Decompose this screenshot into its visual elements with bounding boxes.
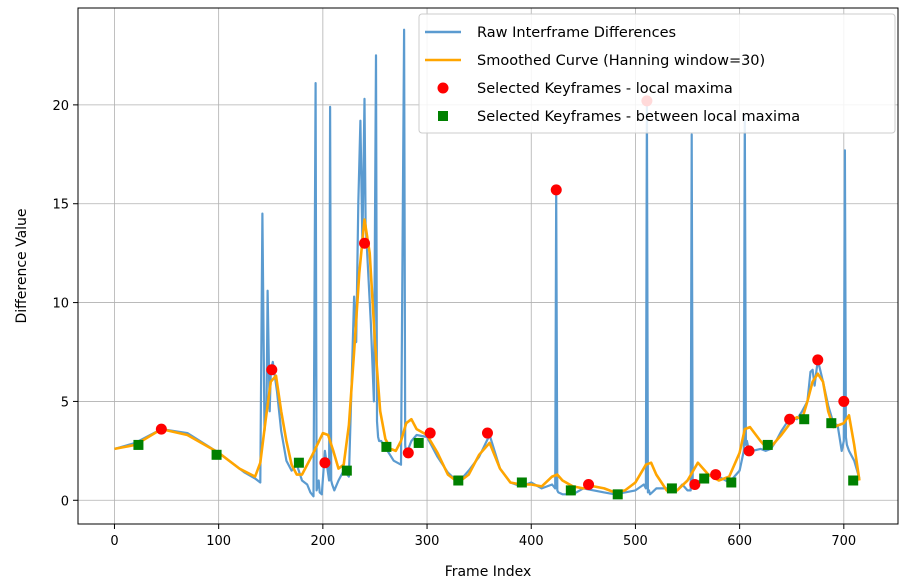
legend-label: Selected Keyframes - between local maxim… [477,109,800,125]
keyframe-between-maxima-point [133,439,144,450]
keyframe-between-maxima-point [293,457,304,468]
keyframe-between-maxima-point [413,437,424,448]
y-axis-label: Difference Value [14,208,30,323]
x-tick-label: 700 [831,534,856,549]
keyframe-between-maxima-point [612,489,623,500]
legend-box [418,13,896,134]
keyframe-between-maxima-point [826,418,837,429]
keyframe-between-maxima-point [762,439,773,450]
keyframe-local-maxima-point [689,478,701,490]
x-tick-label: 300 [415,534,440,549]
keyframe-local-maxima-point [424,427,436,439]
axes-frame [77,7,899,525]
keyframe-between-maxima-point [848,475,859,486]
keyframe-between-maxima-point [341,465,352,476]
keyframe-local-maxima-point [481,427,493,439]
ticks: 0 100 200 300 400 500 600 700 0 5 10 15 20 [52,99,856,549]
keyframe-local-maxima-point [550,184,562,196]
legend-label: Raw Interframe Differences [477,25,676,41]
keyframe-local-maxima-point [319,457,331,469]
keyframe-local-maxima-point [155,423,167,435]
y-tick-label: 20 [52,99,69,114]
keyframe-local-maxima-point [266,364,278,376]
keyframe-between-maxima-point [726,477,737,488]
legend-square-swatch [438,111,448,121]
keyframe-local-maxima-point [402,447,414,459]
keyframe-local-maxima-point [838,395,850,407]
keyframe-between-maxima-point [565,485,576,496]
keyframe-between-maxima-point [699,473,710,484]
keyframe-local-maxima-point [784,413,796,425]
plot-area [114,28,861,500]
keyframe-between-maxima-point [453,475,464,486]
keyframe-local-maxima-point [710,469,722,481]
keyframe-between-maxima-point [381,441,392,452]
keyframe-between-maxima-point [516,477,527,488]
x-tick-label: 0 [110,534,118,549]
keyframe-between-maxima-point [211,449,222,460]
legend-circle-swatch [437,82,449,94]
y-tick-label: 0 [61,494,69,509]
y-tick-label: 5 [61,395,69,410]
keyframe-between-maxima-point [799,414,810,425]
legend-label: Selected Keyframes - local maxima [477,81,733,97]
x-tick-label: 600 [727,534,752,549]
y-tick-label: 15 [52,198,69,213]
x-tick-label: 200 [310,534,335,549]
x-tick-label: 500 [623,534,648,549]
x-tick-label: 400 [519,534,544,549]
keyframe-local-maxima-point [743,445,755,457]
keyframe-local-maxima-point [583,478,595,490]
keyframe-local-maxima-point [812,354,824,366]
legend: Raw Interframe Differences Smoothed Curve… [418,13,896,134]
keyframe-local-maxima-point [359,237,371,249]
legend-label: Smoothed Curve (Hanning window=30) [477,53,765,69]
x-axis-label: Frame Index [445,564,532,580]
x-tick-label: 100 [206,534,231,549]
keyframe-between-maxima-point [666,483,677,494]
y-tick-label: 10 [52,297,69,312]
